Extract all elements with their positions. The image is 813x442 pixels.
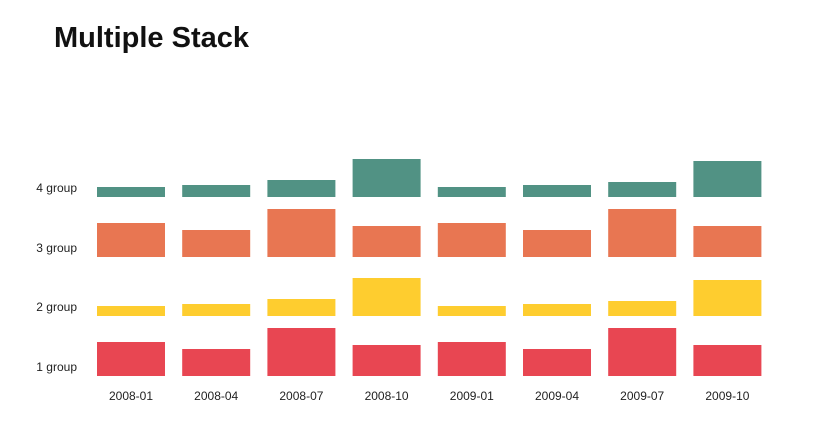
group-label: 1 group [36, 360, 77, 374]
bar-3-group-2009-07 [608, 209, 677, 257]
group-label: 2 group [36, 300, 77, 314]
bar-1-group-2008-07 [267, 328, 336, 376]
group-label: 3 group [36, 241, 77, 255]
category-label: 2009-01 [450, 389, 494, 403]
bar-1-group-2008-01 [97, 342, 165, 376]
bar-4-group-2009-07 [608, 182, 677, 197]
bar-3-group-2008-07 [267, 209, 336, 257]
bar-3-group-2009-01 [437, 223, 506, 257]
bar-1-group-2009-01 [437, 342, 506, 376]
bar-3-group-2008-04 [182, 230, 251, 257]
category-labels: 2008-01 2008-04 2008-07 2008-10 2009-01 2009-… [109, 389, 750, 403]
category-label: 2009-07 [620, 389, 664, 403]
bar-4-group-2008-04 [182, 185, 251, 197]
bar-2-group-2008-04 [182, 304, 251, 316]
bar-3-group-2009-10 [693, 226, 762, 257]
bar-4-group-2008-01 [97, 187, 165, 197]
bar-4-group-2008-07 [267, 180, 336, 197]
bar-1-group-2008-10 [352, 345, 421, 376]
bar-2-group-2008-07 [267, 299, 336, 316]
bar-4-group-2008-10 [352, 159, 421, 197]
chart-title: Multiple Stack [54, 22, 249, 54]
group-labels: 1 group 2 group 3 group 4 group [36, 181, 77, 374]
group-label: 4 group [36, 181, 77, 195]
category-label: 2008-07 [279, 389, 323, 403]
bar-1-group-2009-04 [523, 349, 591, 376]
category-label: 2008-10 [365, 389, 409, 403]
category-label: 2008-01 [109, 389, 153, 403]
bar-3-group-2008-01 [97, 223, 165, 257]
bar-2-group-2009-10 [693, 280, 762, 316]
bar-2-group-2009-07 [608, 301, 677, 316]
bar-2-group-2009-01 [437, 306, 506, 316]
category-label: 2008-04 [194, 389, 238, 403]
bar-4-group-2009-01 [437, 187, 506, 197]
bar-2-group-2008-10 [352, 278, 421, 316]
bar-1-group-2009-10 [693, 345, 762, 376]
bar-2-group-2009-04 [523, 304, 591, 316]
bar-4-group-2009-10 [693, 161, 762, 197]
bar-1-group-2009-07 [608, 328, 677, 376]
category-label: 2009-04 [535, 389, 579, 403]
bar-3-group-2009-04 [523, 230, 591, 257]
bar-3-group-2008-10 [352, 226, 421, 257]
bar-2-group-2008-01 [97, 306, 165, 316]
bar-1-group-2008-04 [182, 349, 251, 376]
bars-layer [97, 159, 762, 376]
bar-4-group-2009-04 [523, 185, 591, 197]
category-label: 2009-10 [705, 389, 749, 403]
